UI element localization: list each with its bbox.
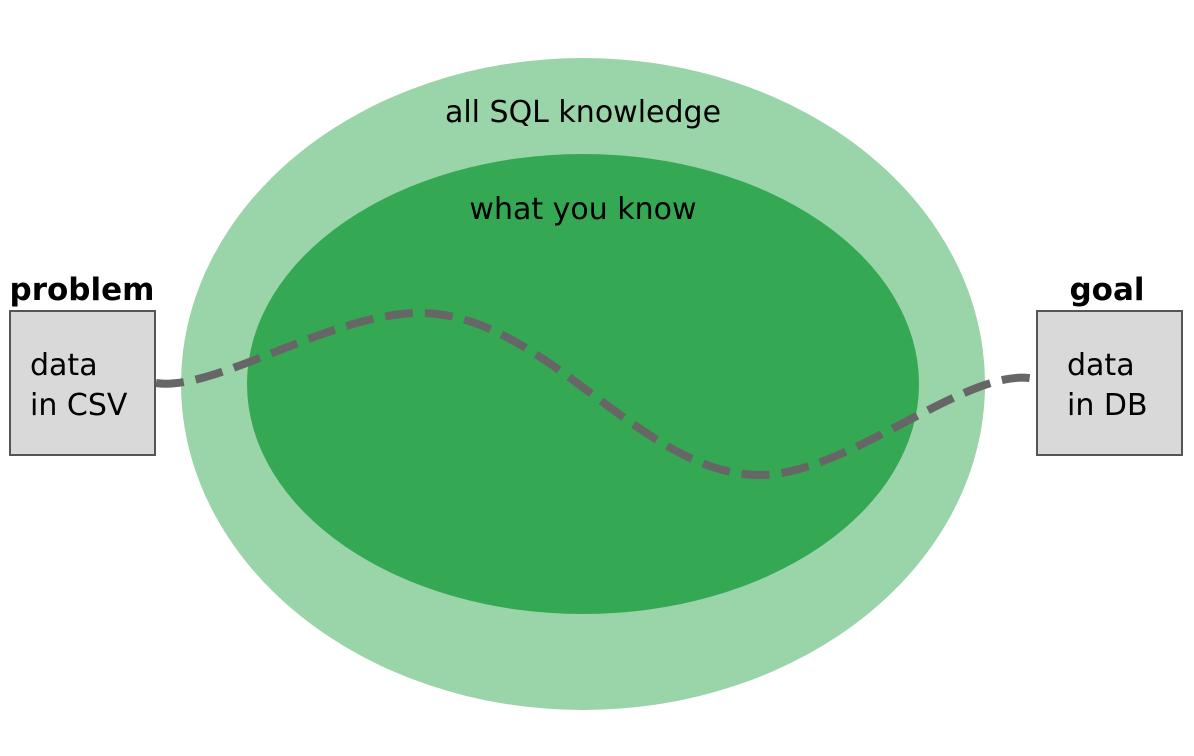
inner-region-label: what you know — [469, 192, 696, 227]
db-box-line-1: data — [1067, 348, 1135, 383]
learning-path-connector — [155, 308, 1040, 480]
data-in-csv-box — [9, 310, 156, 456]
csv-box-line-1: data — [30, 348, 98, 383]
outer-region-label: all SQL knowledge — [445, 95, 721, 130]
goal-heading: goal — [1069, 272, 1144, 308]
problem-heading: problem — [10, 272, 155, 308]
data-in-db-box — [1036, 310, 1183, 456]
db-box-line-2: in DB — [1067, 388, 1148, 423]
csv-box-line-2: in CSV — [30, 388, 128, 423]
